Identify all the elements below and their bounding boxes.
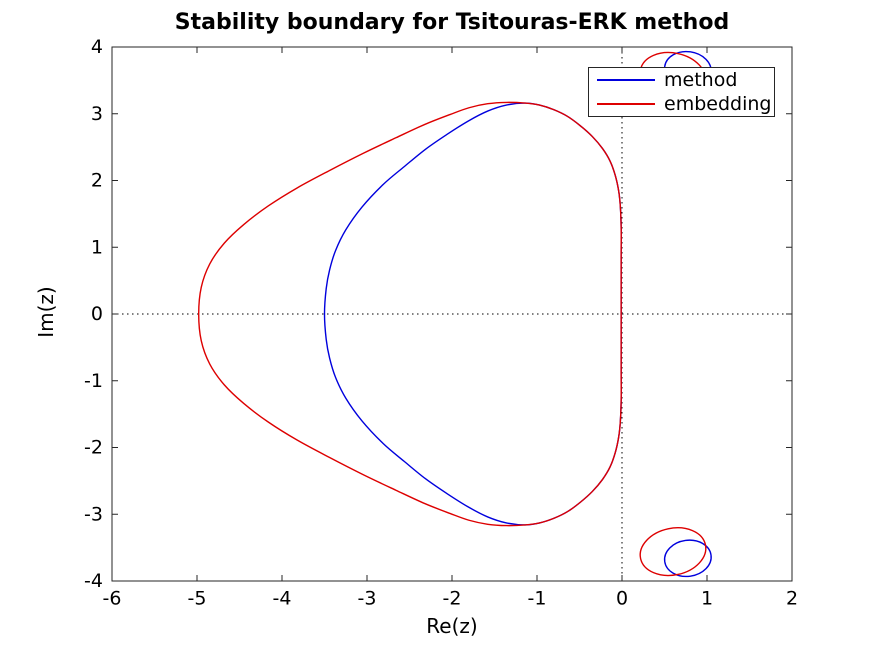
x-tick-label: -6 (103, 588, 122, 610)
y-tick-label: -1 (84, 370, 103, 392)
legend-swatch-embedding (597, 103, 655, 105)
y-tick-label: 0 (91, 303, 103, 325)
legend-item-embedding: embedding (589, 92, 774, 116)
y-tick-label: -2 (84, 437, 103, 459)
legend-swatch-method (597, 79, 655, 81)
legend: method embedding (588, 67, 775, 117)
x-tick-label: 1 (701, 588, 713, 610)
y-tick-label: 3 (91, 103, 103, 125)
y-tick-label: -3 (84, 503, 103, 525)
y-tick-label: 2 (91, 170, 103, 192)
curve-method-satellite-loop (663, 539, 712, 578)
y-tick-label: 1 (91, 236, 103, 258)
legend-item-method: method (589, 68, 774, 92)
legend-label-method: method (664, 69, 738, 91)
plot-title: Stability boundary for Tsitouras-ERK met… (174, 10, 730, 35)
x-tick-label: 0 (616, 588, 628, 610)
x-tick-label: 2 (786, 588, 798, 610)
y-tick-label: -4 (84, 570, 103, 592)
x-tick-label: -5 (188, 588, 207, 610)
curve-embedding-satellite-loop (639, 527, 707, 577)
legend-label-embedding: embedding (664, 93, 772, 115)
x-tick-label: -1 (528, 588, 547, 610)
x-tick-label: -3 (358, 588, 377, 610)
x-tick-label: -4 (273, 588, 292, 610)
curve-embedding-main-boundary (198, 101, 622, 527)
x-tick-label: -2 (443, 588, 462, 610)
y-tick-label: 4 (91, 36, 103, 58)
x-axis-label: Re(z) (426, 614, 478, 638)
y-axis-label: Im(z) (34, 286, 58, 338)
